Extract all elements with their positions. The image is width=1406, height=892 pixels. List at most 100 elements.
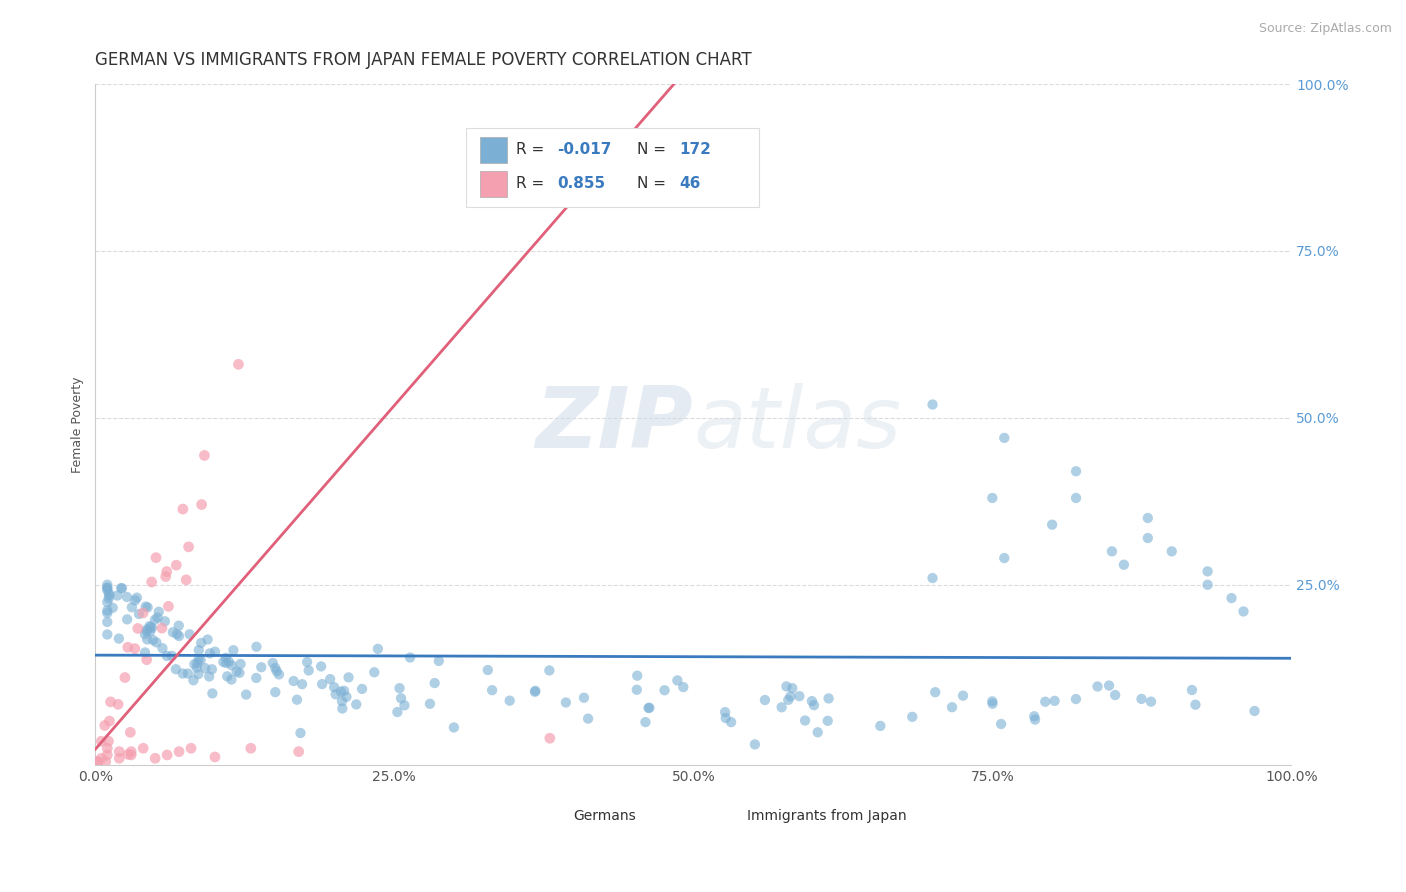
Point bbox=[239, 741, 262, 756]
Point bbox=[186, 660, 208, 674]
Point bbox=[94, 755, 117, 769]
Point bbox=[1160, 544, 1182, 558]
Point bbox=[1220, 591, 1243, 606]
Point bbox=[98, 714, 121, 728]
Point bbox=[166, 627, 188, 641]
Point bbox=[330, 701, 353, 715]
Text: GERMAN VS IMMIGRANTS FROM JAPAN FEMALE POVERTY CORRELATION CHART: GERMAN VS IMMIGRANTS FROM JAPAN FEMALE P… bbox=[96, 51, 752, 69]
Point bbox=[120, 725, 142, 739]
Point bbox=[105, 589, 128, 603]
Point bbox=[638, 700, 661, 714]
Point bbox=[97, 591, 120, 606]
Point bbox=[136, 600, 159, 615]
Point bbox=[156, 747, 179, 762]
Point bbox=[744, 738, 766, 752]
Point bbox=[538, 664, 561, 678]
Point bbox=[1064, 692, 1087, 706]
Point bbox=[187, 667, 209, 681]
Point bbox=[96, 747, 118, 762]
Point bbox=[981, 694, 1004, 708]
Point bbox=[145, 635, 167, 649]
Point bbox=[218, 655, 240, 669]
Point bbox=[98, 589, 121, 603]
Point bbox=[141, 574, 163, 589]
Point bbox=[1043, 694, 1066, 708]
FancyBboxPatch shape bbox=[481, 137, 506, 163]
Point bbox=[221, 658, 243, 673]
Point bbox=[134, 627, 156, 641]
Point bbox=[96, 595, 118, 609]
Point bbox=[499, 693, 522, 707]
Point bbox=[108, 632, 131, 646]
Point bbox=[654, 683, 676, 698]
Y-axis label: Female Poverty: Female Poverty bbox=[72, 376, 84, 473]
Point bbox=[96, 606, 118, 620]
Point bbox=[222, 643, 245, 657]
Point bbox=[1064, 491, 1087, 505]
Point bbox=[156, 565, 179, 579]
Point bbox=[167, 745, 190, 759]
Point bbox=[714, 705, 737, 719]
Point bbox=[101, 600, 124, 615]
Point bbox=[993, 551, 1015, 566]
Point bbox=[285, 692, 308, 706]
Point bbox=[120, 745, 142, 759]
Point bbox=[387, 705, 409, 719]
Point bbox=[941, 700, 963, 714]
Point bbox=[108, 751, 131, 765]
Point bbox=[572, 690, 595, 705]
Point bbox=[172, 502, 194, 516]
Point bbox=[1140, 695, 1163, 709]
Point bbox=[264, 685, 287, 699]
Point bbox=[179, 627, 201, 641]
Point bbox=[1136, 511, 1159, 525]
Point bbox=[1197, 565, 1219, 579]
Point bbox=[1197, 578, 1219, 592]
Point bbox=[229, 657, 252, 671]
Point bbox=[97, 734, 120, 748]
FancyBboxPatch shape bbox=[714, 803, 740, 829]
Point bbox=[443, 721, 465, 735]
Point bbox=[156, 648, 179, 663]
Point bbox=[190, 498, 212, 512]
Point bbox=[150, 621, 173, 635]
Point bbox=[817, 714, 839, 728]
Point bbox=[807, 725, 830, 739]
Point bbox=[167, 618, 190, 632]
Point bbox=[132, 741, 155, 756]
Point bbox=[142, 633, 165, 648]
Point bbox=[217, 669, 239, 683]
Point bbox=[1024, 713, 1046, 727]
Point bbox=[114, 671, 136, 685]
Point bbox=[212, 655, 235, 669]
Point bbox=[235, 688, 257, 702]
Point bbox=[94, 718, 117, 732]
Text: 172: 172 bbox=[679, 142, 711, 157]
Point bbox=[637, 701, 659, 715]
Point bbox=[157, 599, 180, 614]
Point bbox=[337, 670, 360, 684]
Point bbox=[1112, 558, 1135, 572]
Point bbox=[134, 645, 156, 659]
Point bbox=[283, 674, 305, 689]
Point bbox=[198, 646, 221, 660]
Point bbox=[96, 581, 118, 595]
Point bbox=[138, 619, 160, 633]
Point bbox=[1033, 695, 1056, 709]
Point bbox=[245, 640, 267, 654]
Point bbox=[124, 593, 146, 607]
Point bbox=[1136, 531, 1159, 545]
FancyBboxPatch shape bbox=[481, 171, 506, 197]
Point bbox=[1232, 604, 1254, 618]
Point bbox=[267, 667, 290, 681]
Point bbox=[869, 719, 891, 733]
Point bbox=[394, 698, 416, 713]
Point bbox=[323, 680, 346, 694]
Point bbox=[204, 645, 226, 659]
Point bbox=[228, 357, 250, 371]
Point bbox=[177, 540, 200, 554]
Point bbox=[136, 632, 159, 647]
Point bbox=[115, 590, 138, 604]
Point bbox=[287, 745, 309, 759]
Point bbox=[141, 621, 163, 635]
